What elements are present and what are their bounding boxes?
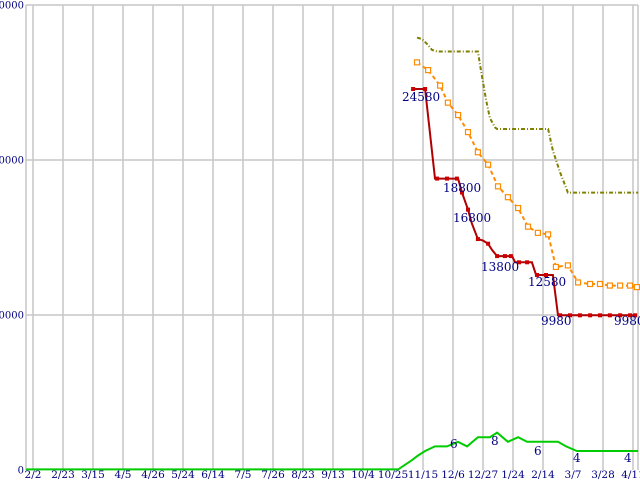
marker-avg-price [485,161,492,168]
marker-min-price [618,313,623,318]
x-tick-label: 9/13 [321,469,345,480]
marker-min-price [544,273,548,278]
marker-min-price [588,313,593,318]
x-tick-label: 11/15 [408,469,438,480]
marker-avg-price [574,279,582,286]
marker-avg-price [586,280,594,288]
x-tick-label: 7/26 [261,469,285,480]
marker-avg-price [616,282,624,289]
marker-min-price [411,87,416,92]
x-tick-label: 3/15 [81,469,105,480]
marker-min-price [475,237,480,242]
x-tick-label: 7/5 [235,469,252,480]
marker-min-price [423,87,428,92]
x-tick-label: 3/28 [591,469,615,480]
marker-min-price [598,313,602,318]
marker-avg-price [494,183,502,190]
marker-min-price [568,313,572,318]
series-line-shops [26,431,639,471]
x-tick-label: 3/7 [565,469,582,480]
x-tick-label: 2/23 [51,469,75,480]
data-label: 6 [534,444,542,458]
marker-avg-price [474,149,481,156]
data-label: 8 [491,434,499,448]
marker-avg-price [606,282,614,289]
data-label: 4 [573,451,581,465]
marker-avg-price [552,263,560,271]
x-tick-label: 2/2 [25,469,42,480]
marker-avg-price [455,111,462,119]
marker-avg-price [504,194,511,201]
marker-min-price [577,313,582,318]
data-label: 13800 [481,260,519,274]
marker-min-price [466,207,470,212]
data-label: 16800 [453,211,491,225]
marker-avg-price [425,66,432,74]
x-tick-label: 4/5 [115,469,132,480]
x-tick-label: 10/4 [351,469,375,480]
marker-avg-price [633,284,640,291]
marker-min-price [628,313,632,318]
series-line-avg-price [416,61,638,289]
marker-avg-price [444,99,451,106]
x-tick-label: 12/6 [441,469,465,480]
marker-avg-price [514,204,522,212]
marker-avg-price [437,82,444,89]
y-tick-label: 30000 [0,1,24,12]
x-tick-label: 6/14 [201,469,225,480]
marker-min-price [525,260,530,265]
data-label: 9980 [541,314,572,328]
x-tick-label: 12/27 [468,469,498,480]
y-tick-label: 10000 [0,311,24,322]
marker-min-price [445,176,449,181]
x-tick-label: 1/24 [501,469,525,480]
x-tick-label: 5/24 [171,469,195,480]
data-label: 18800 [443,181,481,195]
y-tick-label: 20000 [0,156,24,167]
marker-min-price [558,313,563,318]
marker-min-price [508,254,513,259]
marker-avg-price [596,280,604,288]
x-tick-label: 8/23 [291,469,315,480]
data-label: 6 [450,437,458,451]
marker-avg-price [464,129,472,136]
data-label: 9980 [614,314,640,328]
marker-min-price [517,260,521,265]
marker-min-price [495,254,500,259]
data-label: 4 [624,451,632,465]
marker-avg-price [544,231,552,238]
x-tick-label: 2/14 [531,469,555,480]
x-tick-label: 4/11 [621,469,640,480]
marker-avg-price [413,59,421,66]
marker-min-price [454,176,459,181]
marker-avg-price [564,262,572,269]
marker-min-price [607,313,612,318]
data-label: 24580 [402,90,440,104]
marker-min-price [502,254,507,259]
marker-avg-price [534,229,542,236]
marker-min-price [460,190,464,195]
x-tick-label: 10/25 [378,469,408,480]
marker-min-price [633,313,638,318]
marker-avg-price [524,223,532,230]
x-tick-label: 4/26 [141,469,165,480]
marker-min-price [486,241,491,246]
marker-avg-price [626,282,634,289]
marker-min-price [435,176,440,181]
series-line-max-price [416,36,639,194]
marker-min-price [535,273,539,278]
y-tick-label: 0 [18,466,24,477]
data-label: 12580 [528,275,566,289]
